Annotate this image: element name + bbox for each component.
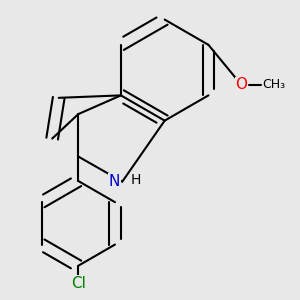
Text: H: H bbox=[131, 173, 141, 187]
Text: O: O bbox=[235, 77, 247, 92]
Text: Cl: Cl bbox=[71, 276, 86, 291]
Text: N: N bbox=[108, 174, 120, 189]
Text: CH₃: CH₃ bbox=[262, 78, 286, 91]
